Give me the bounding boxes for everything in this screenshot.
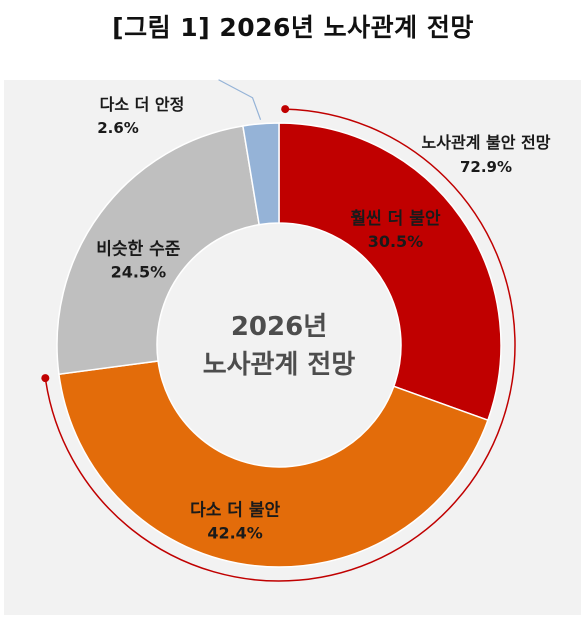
figure-title: [그림 1] 2026년 노사관계 전망 [112, 13, 474, 42]
slice-value-1: 42.4% [207, 524, 263, 543]
slice-value-0: 30.5% [368, 232, 424, 251]
slice-label-1: 다소 더 불안 [190, 501, 280, 521]
slice-value-2: 24.5% [111, 263, 167, 282]
slice-2 [56, 125, 261, 376]
center-label-title: 노사관계 전망 [203, 350, 356, 380]
slice-1 [58, 360, 489, 568]
slice-value-3: 2.6% [97, 119, 139, 137]
leader-line [218, 79, 262, 120]
group-bracket-arc [44, 108, 516, 582]
center-label-year: 2026년 [231, 312, 327, 342]
slice-3 [242, 122, 280, 226]
slice-label-3: 다소 더 안정 [100, 95, 185, 114]
group-arc-start-dot [281, 105, 290, 114]
group-annotation-label: 노사관계 불안 전망 [422, 133, 551, 152]
slice-label-0: 훨씬 더 불안 [350, 209, 440, 229]
group-annotation-value: 72.9% [460, 158, 512, 176]
slice-0 [278, 122, 502, 422]
group-arc-end-dot [41, 374, 50, 383]
slice-label-2: 비슷한 수준 [96, 240, 180, 260]
